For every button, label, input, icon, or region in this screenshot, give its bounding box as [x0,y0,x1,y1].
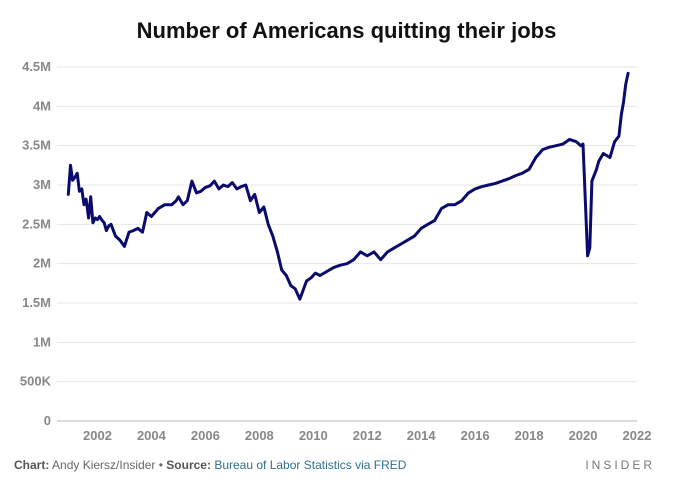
x-axis: 2002 2004 2006 2008 2010 2012 2014 2016 2018 2020… [83,428,651,443]
chart-credit-author: Andy Kiersz/Insider [52,458,156,472]
x-tick-label: 2004 [137,428,167,443]
x-tick-label: 2020 [569,428,598,443]
chart-credit-label: Chart: [14,458,50,472]
y-tick-label: 1M [33,334,51,349]
y-tick-label: 3.5M [22,138,51,153]
series-layer [66,71,630,301]
source-label: Source: [166,458,211,472]
x-tick-label: 2010 [299,428,328,443]
insider-logo: INSIDER [585,458,655,472]
source-link[interactable]: Bureau of Labor Statistics via FRED [214,458,407,472]
y-tick-label: 4M [33,98,51,113]
x-tick-label: 2014 [407,428,437,443]
chart-footer: Chart: Andy Kiersz/Insider • Source: Bur… [14,458,406,472]
x-tick-label: 2016 [461,428,490,443]
y-tick-label: 0 [44,413,51,428]
y-tick-label: 1.5M [22,295,51,310]
x-tick-label: 2012 [353,428,382,443]
y-tick-label: 4.5M [22,59,51,74]
y-tick-label: 3M [33,177,51,192]
grid-layer [57,66,637,422]
x-tick-label: 2022 [623,428,652,443]
y-tick-label: 500K [20,374,52,389]
y-tick-label: 2.5M [22,216,51,231]
x-tick-label: 2018 [515,428,544,443]
series-line [66,71,630,301]
y-tick-label: 2M [33,256,51,271]
footer-separator: • [158,458,163,472]
chart-title: Number of Americans quitting their jobs [136,18,557,43]
x-tick-label: 2006 [191,428,220,443]
y-axis: 0 500K 1M 1.5M 2M 2.5M 3M 3.5M 4M 4.5M [20,59,52,428]
x-tick-label: 2002 [83,428,112,443]
x-tick-label: 2008 [245,428,274,443]
